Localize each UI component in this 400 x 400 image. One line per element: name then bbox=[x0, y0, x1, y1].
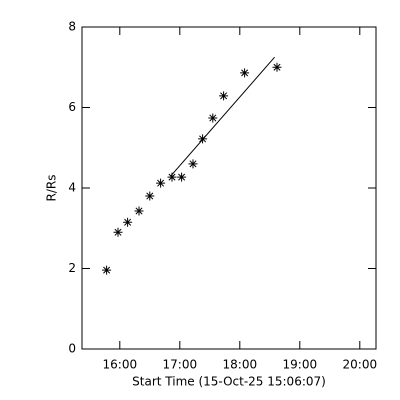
asterisk-marker bbox=[102, 265, 112, 275]
fit-line bbox=[170, 56, 275, 177]
x-axis-label: Start Time (15-Oct-25 15:06:07) bbox=[132, 375, 326, 389]
asterisk-marker bbox=[219, 91, 229, 101]
asterisk-marker bbox=[188, 159, 198, 169]
x-tick-label: 16:00 bbox=[103, 358, 138, 372]
asterisk-marker bbox=[177, 172, 187, 182]
y-tick-label: 4 bbox=[68, 181, 76, 195]
x-tick-label: 18:00 bbox=[223, 358, 258, 372]
y-tick-label: 8 bbox=[68, 20, 76, 34]
x-tick-label: 17:00 bbox=[163, 358, 198, 372]
y-tick-label: 0 bbox=[68, 342, 76, 356]
asterisk-marker bbox=[208, 113, 218, 123]
asterisk-marker bbox=[240, 68, 250, 78]
asterisk-marker bbox=[167, 172, 177, 182]
asterisk-marker bbox=[156, 178, 166, 188]
asterisk-marker bbox=[113, 227, 123, 237]
y-tick-label: 6 bbox=[68, 100, 76, 114]
x-tick-label: 19:00 bbox=[283, 358, 318, 372]
asterisk-marker bbox=[134, 206, 144, 216]
x-tick-label: 20:00 bbox=[343, 358, 378, 372]
asterisk-marker bbox=[272, 62, 282, 72]
y-tick-label: 2 bbox=[68, 261, 76, 275]
asterisk-marker bbox=[123, 217, 133, 227]
asterisk-marker bbox=[145, 191, 155, 201]
y-axis-label: R/Rs bbox=[45, 175, 59, 202]
